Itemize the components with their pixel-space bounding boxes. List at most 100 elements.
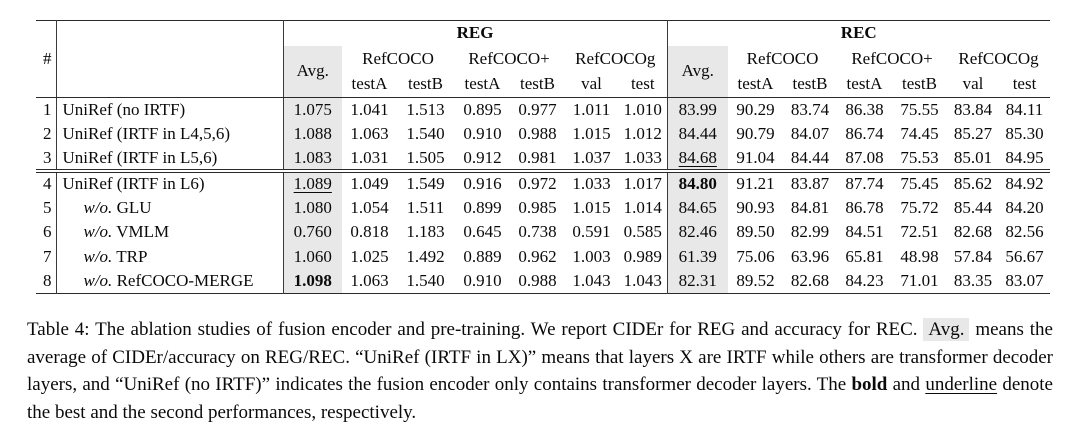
value-cell: 84.23	[845, 271, 884, 290]
model-label: UniRef (IRTF in L4,5,6)	[62, 124, 231, 144]
value-cell: 83.99	[666, 97, 728, 122]
table-row: 8 w/o. RefCOCO-MERGE 1.098 1.063 1.540 0.910 0…	[36, 269, 1050, 294]
header-split-val: val	[947, 71, 999, 98]
row-number-cell: 4	[36, 171, 57, 196]
value-cell: 0.962	[518, 246, 557, 266]
header-split-testa: testA	[728, 71, 783, 98]
value-cell: 83.07	[1005, 271, 1044, 290]
caption-text: Table 4: The ablation studies of fusion …	[27, 319, 924, 340]
value-cell: 1.010	[623, 100, 662, 119]
table-row: 3 UniRef (IRTF in L5,6) 1.083 1.031 1.505 0.9…	[36, 146, 1050, 173]
header-split-test: test	[999, 71, 1050, 98]
model-label: RefCOCO-MERGE	[116, 271, 254, 290]
value-cell: 84.81	[790, 197, 830, 217]
table-row: 4 UniRef (IRTF in L6) 1.089 1.049 1.549 0.916…	[36, 171, 1050, 196]
value-cell: 72.51	[900, 222, 939, 242]
value-cell: 0.591	[572, 222, 611, 242]
value-cell: 1.037	[564, 146, 619, 173]
table-row: 6 w/o. VMLM 0.760 0.818 1.183 0.645 0.738 0.591…	[36, 220, 1050, 245]
wo-prefix: w/o.	[83, 197, 113, 217]
value-cell: 82.68	[790, 271, 830, 290]
value-cell: 84.20	[1005, 197, 1044, 217]
header-rec: REC	[666, 20, 1050, 46]
value-cell: 87.08	[837, 146, 892, 173]
value-cell: 1.549	[406, 174, 445, 194]
value-cell: 84.80	[666, 171, 728, 196]
value-cell: 75.53	[892, 146, 947, 173]
value-cell: 0.912	[454, 146, 511, 173]
value-cell: 1.540	[406, 271, 445, 290]
value-cell: 0.760	[283, 220, 342, 245]
number-column-header: #	[36, 20, 57, 98]
table-header: # REG REC Avg. RefCOCO RefCOCO+ RefCOCOg…	[36, 20, 1050, 98]
value-cell: 90.29	[736, 100, 775, 119]
value-cell: 0.738	[518, 222, 557, 242]
value-cell: 90.79	[736, 124, 775, 144]
value-cell: 71.01	[900, 271, 939, 290]
value-cell: 1.012	[623, 124, 662, 144]
value-cell: 0.988	[518, 124, 557, 144]
header-split-testb: testB	[511, 71, 564, 98]
value-cell: 75.55	[900, 100, 939, 119]
table-body-top: 1 UniRef (no IRTF) 1.075 1.041 1.513 0.895 0.9…	[36, 97, 1050, 173]
value-cell: 1.017	[623, 174, 662, 194]
caption-text: means the average of CIDEr/accuracy on R…	[27, 319, 1053, 395]
value-cell: 86.78	[845, 197, 884, 217]
value-cell: 1.088	[283, 122, 342, 147]
header-split-testb: testB	[397, 71, 454, 98]
value-cell: 0.899	[463, 197, 502, 217]
value-cell: 1.080	[283, 195, 342, 220]
value-cell: 1.015	[572, 124, 611, 144]
value-cell: 75.72	[900, 197, 939, 217]
value-cell: 0.895	[463, 100, 502, 119]
row-number-cell: 5	[36, 195, 57, 220]
header-refcocoplus-rec: RefCOCO+	[851, 48, 933, 68]
value-cell: 84.65	[666, 195, 728, 220]
value-cell: 0.910	[463, 271, 502, 290]
value-cell: 83.35	[953, 271, 993, 290]
model-name-cell: w/o. TRP	[56, 244, 284, 269]
value-cell: 82.56	[1005, 222, 1044, 242]
model-name-cell: w/o. VMLM	[56, 220, 284, 245]
header-split-testa: testA	[454, 71, 511, 98]
value-cell: 0.977	[518, 100, 557, 119]
value-cell: 0.585	[623, 222, 662, 242]
value-cell: 57.84	[953, 246, 993, 266]
value-cell: 56.67	[1005, 246, 1044, 266]
value-cell: 85.27	[953, 124, 993, 144]
value-cell: 1.540	[406, 124, 445, 144]
value-cell: 1.049	[350, 174, 389, 194]
value-cell: 1.043	[572, 271, 611, 290]
value-cell: 63.96	[790, 246, 830, 266]
caption-text: denote the best and the second performan…	[27, 374, 1053, 423]
value-cell: 0.645	[463, 222, 502, 242]
value-cell: 82.68	[953, 222, 993, 242]
value-cell: 1.043	[623, 271, 662, 290]
value-cell: 84.11	[1005, 100, 1044, 119]
value-cell: 85.62	[953, 174, 993, 194]
value-cell: 0.916	[463, 174, 502, 194]
header-refcocog-reg: RefCOCOg	[575, 48, 656, 68]
value-cell: 1.183	[406, 222, 445, 242]
value-cell: 1.098	[283, 269, 342, 294]
value-cell: 87.74	[845, 174, 884, 194]
caption-underline-word: underline	[925, 374, 998, 395]
value-cell: 1.083	[283, 146, 342, 173]
value-cell: 1.014	[623, 197, 662, 217]
value-cell: 86.74	[845, 124, 884, 144]
model-name-cell: w/o. RefCOCO-MERGE	[56, 269, 284, 294]
wo-prefix: w/o.	[83, 222, 113, 242]
value-cell: 74.45	[900, 124, 939, 144]
model-column-header	[56, 20, 284, 98]
value-cell: 84.95	[999, 146, 1050, 173]
value-cell: 1.063	[350, 271, 389, 290]
value-cell: 1.031	[342, 146, 397, 173]
value-cell: 61.39	[666, 244, 728, 269]
row-number-cell: 7	[36, 244, 57, 269]
model-label: VMLM	[116, 222, 170, 242]
value-cell: 82.46	[666, 220, 728, 245]
value-cell: 1.003	[572, 246, 611, 266]
caption-avg-highlight: Avg.	[923, 318, 970, 341]
value-cell: 84.44	[666, 122, 728, 147]
model-name-cell: w/o. GLU	[56, 195, 284, 220]
